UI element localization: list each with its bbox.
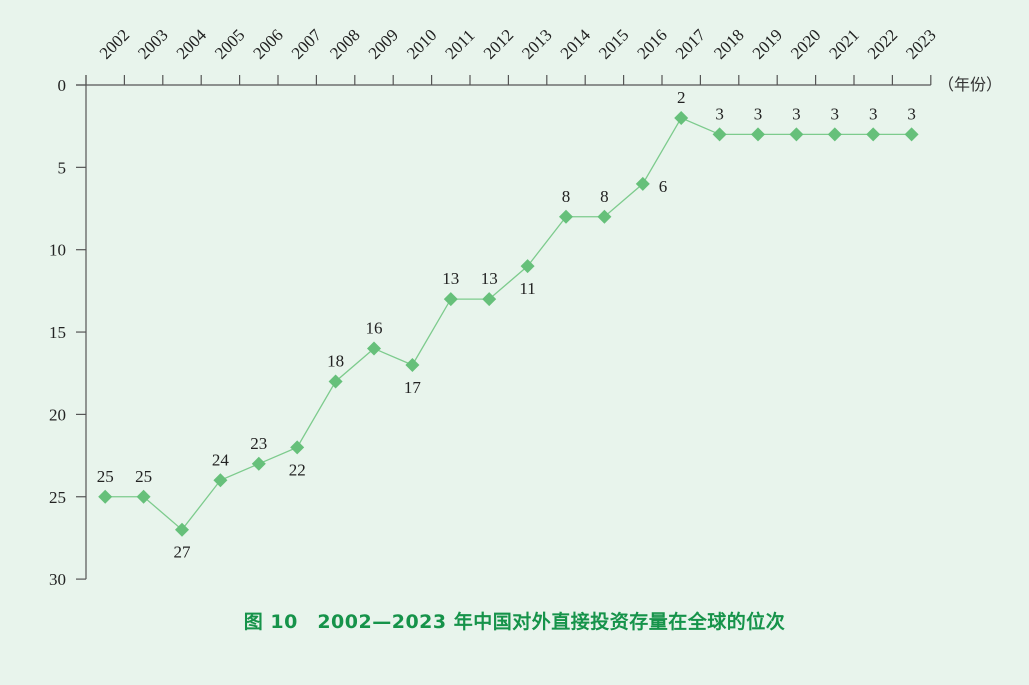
diamond-marker: [904, 127, 919, 142]
data-value-label: 13: [481, 269, 498, 288]
x-tick-label: 2011: [441, 26, 478, 63]
data-value-label: 8: [600, 187, 609, 206]
diamond-marker: [175, 522, 189, 537]
diamond-marker: [559, 209, 573, 224]
diamond-marker: [827, 127, 842, 142]
data-value-label: 11: [519, 279, 535, 298]
y-axis-rank-labels: 0 5 10 15 20 25 30: [49, 76, 66, 589]
data-value-label: 3: [715, 104, 724, 123]
x-tick-label: 2023: [902, 25, 939, 62]
x-axis-year-labels: 2002 2003 2004 2005 2006 2007 2008 2009 2010 2011…: [96, 25, 940, 63]
y-tick-label: 30: [49, 570, 66, 589]
diamond-marker: [367, 341, 381, 356]
data-value-label: 13: [442, 269, 459, 288]
diamond-marker: [674, 110, 689, 125]
x-tick-label: 2005: [211, 25, 248, 62]
diamond-marker: [443, 292, 458, 307]
x-tick-label: 2013: [518, 25, 555, 62]
diamond-marker: [712, 127, 727, 142]
y-tick-label: 0: [58, 76, 67, 95]
diamond-marker: [597, 209, 612, 224]
y-tick-label: 15: [49, 323, 66, 342]
diamond-marker: [405, 357, 420, 372]
chart-caption: 图 10 2002—2023 年中国对外直接投资存量在全球的位次: [243, 611, 786, 633]
x-tick-label: 2017: [672, 25, 710, 63]
data-value-label: 3: [831, 104, 840, 123]
x-tick-label: 2003: [134, 25, 171, 62]
diamond-marker: [482, 292, 497, 307]
y-tick-label: 25: [49, 488, 66, 507]
data-value-label: 17: [404, 378, 422, 397]
data-value-label: 23: [250, 434, 267, 453]
diamond-marker: [751, 127, 765, 142]
x-tick-label: 2022: [864, 25, 901, 62]
x-tick-label: 2014: [557, 25, 595, 63]
x-tick-label: 2015: [595, 25, 632, 62]
x-tick-label: 2019: [749, 25, 786, 62]
x-tick-label: 2006: [249, 25, 286, 62]
data-value-label: 8: [562, 187, 571, 206]
data-value-label: 27: [174, 543, 192, 562]
x-tick-label: 2004: [173, 25, 211, 63]
x-tick-label: 2007: [288, 25, 326, 63]
x-tick-label: 2010: [403, 25, 440, 62]
data-markers: [98, 110, 919, 537]
rank-line: [105, 117, 912, 531]
diamond-marker: [290, 440, 305, 455]
diamond-marker: [635, 176, 650, 191]
diamond-marker: [789, 127, 804, 142]
data-value-label: 25: [97, 467, 114, 486]
x-tick-label: 2009: [365, 25, 402, 62]
data-value-label: 2: [677, 88, 686, 107]
y-tick-label: 5: [58, 158, 67, 177]
data-value-label: 6: [659, 177, 668, 196]
y-tick-label: 20: [49, 405, 66, 424]
diamond-marker: [866, 127, 881, 142]
data-value-label: 16: [366, 319, 383, 338]
x-tick-label: 2002: [96, 25, 133, 62]
diamond-marker: [213, 473, 228, 488]
x-tick-label: 2020: [787, 25, 824, 62]
diamond-marker: [520, 259, 535, 274]
diamond-marker: [136, 489, 151, 504]
diamond-marker: [98, 489, 113, 504]
y-tick-label: 10: [49, 241, 66, 260]
data-value-label: 3: [792, 104, 801, 123]
x-tick-label: 2008: [326, 25, 363, 62]
diamond-marker: [328, 374, 343, 389]
x-axis-unit-label: （年份）: [938, 75, 1002, 94]
data-value-label: 3: [907, 104, 916, 123]
data-value-label: 25: [135, 467, 152, 486]
x-tick-label: 2018: [710, 25, 747, 62]
x-tick-label: 2012: [480, 25, 517, 62]
data-value-label: 3: [754, 104, 763, 123]
x-tick-label: 2016: [633, 25, 670, 62]
diamond-marker: [251, 456, 266, 471]
data-value-label: 3: [869, 104, 878, 123]
data-value-label: 22: [289, 460, 306, 479]
data-value-label: 18: [327, 351, 344, 370]
axes: [76, 75, 932, 580]
x-tick-label: 2021: [825, 25, 862, 62]
data-value-label: 24: [212, 450, 230, 469]
